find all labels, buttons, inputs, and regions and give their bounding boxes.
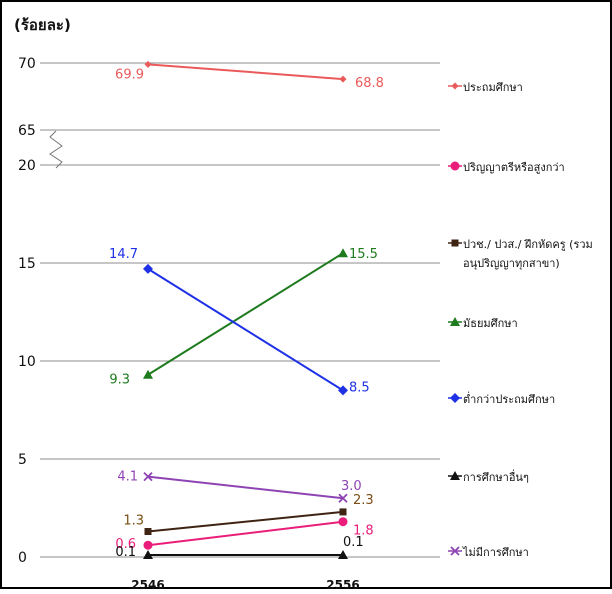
y-tick-label: 5 <box>18 452 27 468</box>
legend-marker <box>450 546 460 556</box>
data-point-secondary <box>338 248 348 258</box>
y-tick-label: 65 <box>18 123 36 139</box>
data-point-below_primary <box>143 263 153 274</box>
data-point-bachelor <box>143 540 153 550</box>
series-primary: 69.9 68.8 <box>115 60 384 91</box>
x-tick-label: 2556 <box>326 578 359 589</box>
y-tick-label: 70 <box>18 56 36 72</box>
data-label-bachelor: 1.8 <box>353 524 374 539</box>
data-point-vocational <box>339 508 347 516</box>
grid-lines <box>40 62 440 558</box>
y-tick-label: 0 <box>18 550 27 566</box>
data-label-secondary: 15.5 <box>349 247 378 262</box>
legend-label: ปวช./ ปวส./ ฝึกหัดครู (รวม <box>463 238 593 251</box>
data-point-none <box>143 472 153 482</box>
data-point-other <box>338 550 348 560</box>
y-tick-label: 20 <box>18 158 36 174</box>
data-label-other: 0.1 <box>343 535 364 550</box>
legend-label: ประถมศึกษา <box>463 81 523 94</box>
legend-label: ต่ำกว่าประถมศึกษา <box>463 391 555 406</box>
legend-label: ไม่มีการศึกษา <box>462 546 529 559</box>
legend-marker <box>450 471 460 480</box>
x-tick-label: 2546 <box>131 578 164 589</box>
series-bachelor: 0.6 1.8 <box>115 517 374 552</box>
data-label-secondary: 9.3 <box>109 373 130 388</box>
data-label-none: 3.0 <box>341 479 362 494</box>
data-point-none <box>338 493 348 503</box>
legend-marker <box>450 393 460 403</box>
legend-item-none: ไม่มีการศึกษา <box>448 546 529 559</box>
series-line-bachelor <box>147 520 344 547</box>
legend-item-bachelor: ปริญญาตรีหรือสูงกว่า <box>448 161 565 174</box>
series-line-below_primary <box>147 268 344 392</box>
legend-marker <box>450 161 460 171</box>
legend-item-vocational: ปวช./ ปวส./ ฝึกหัดครู (รวมอนุปริญญาทุกสา… <box>448 238 593 270</box>
series-other: 0.1 0.1 <box>115 535 363 560</box>
y-tick-label: 10 <box>18 354 36 370</box>
series-layer: 69.968.80.61.81.32.39.315.514.78.50.10.1… <box>109 60 384 560</box>
series-secondary: 9.3 15.5 <box>109 247 378 388</box>
legend-label: ปริญญาตรีหรือสูงกว่า <box>463 161 565 174</box>
data-point-other <box>143 550 153 560</box>
data-label-primary: 69.9 <box>115 67 144 82</box>
series-line-none <box>147 475 344 500</box>
legend-marker <box>451 82 459 90</box>
legend-label: มัธยมศึกษา <box>463 317 518 330</box>
data-label-bachelor: 0.6 <box>115 537 136 552</box>
data-label-below_primary: 14.7 <box>109 247 138 262</box>
data-point-secondary <box>143 369 153 379</box>
data-label-none: 4.1 <box>117 470 138 485</box>
legend-item-other: การศึกษาอื่นๆ <box>448 469 529 484</box>
data-point-bachelor <box>338 517 348 527</box>
legend-marker <box>450 317 460 326</box>
data-point-below_primary <box>338 385 348 396</box>
axis-break-mark <box>49 130 63 169</box>
y-axis-unit-label: (ร้อยละ) <box>14 16 71 34</box>
data-label-vocational: 2.3 <box>353 493 374 508</box>
data-point-vocational <box>144 528 152 536</box>
legend-label: อนุปริญญาทุกสาขา) <box>463 257 560 270</box>
y-tick-label: 15 <box>18 256 36 272</box>
legend-item-primary: ประถมศึกษา <box>448 81 523 94</box>
data-label-vocational: 1.3 <box>123 514 144 529</box>
data-label-below_primary: 8.5 <box>349 380 370 395</box>
series-line-secondary <box>147 252 344 376</box>
axis-break-squiggle <box>49 130 63 169</box>
legend-marker <box>451 239 459 247</box>
legend-label: การศึกษาอื่นๆ <box>463 469 529 484</box>
data-point-primary <box>144 60 152 68</box>
series-none: 4.1 3.0 <box>117 470 362 503</box>
y-axis-ticks: 70 65 20 15 10 5 0 <box>18 56 36 566</box>
series-vocational: 1.3 2.3 <box>123 493 374 536</box>
series-line-vocational <box>147 510 344 533</box>
data-label-primary: 68.8 <box>355 76 384 91</box>
series-below_primary: 14.7 8.5 <box>109 247 370 396</box>
legend-item-below_primary: ต่ำกว่าประถมศึกษา <box>448 391 555 406</box>
data-point-primary <box>339 75 347 83</box>
series-line-primary <box>147 63 344 81</box>
data-label-other: 0.1 <box>115 545 136 560</box>
legend-item-secondary: มัธยมศึกษา <box>448 317 518 330</box>
